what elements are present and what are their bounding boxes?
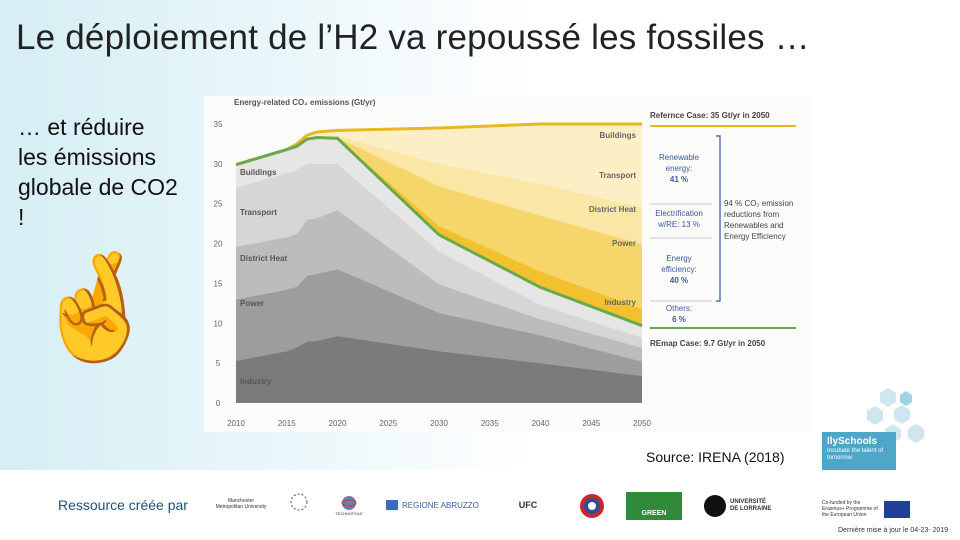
partner-logo: UNIVERSITÉ DE LORRAINE bbox=[704, 492, 774, 520]
sector-label-left: Transport bbox=[240, 208, 277, 217]
sector-label-left: Buildings bbox=[240, 168, 277, 177]
ilyschools-logo: IlySchools Incubate the talent of tomorr… bbox=[822, 432, 896, 472]
y-tick-label: 10 bbox=[214, 319, 223, 328]
remap-case-label: REmap Case: 9.7 Gt/yr in 2050 bbox=[650, 339, 766, 348]
lorraine-mark bbox=[704, 495, 726, 517]
technopole-globe-icon bbox=[341, 495, 357, 510]
sector-label-left: District Heat bbox=[240, 254, 287, 263]
efficiency-annotation: efficiency: bbox=[661, 265, 696, 274]
y-tick-label: 0 bbox=[216, 399, 221, 408]
subtitle-line: les émissions bbox=[18, 144, 157, 170]
area-power bbox=[236, 269, 642, 376]
chart-title: Energy-related CO₂ emissions (Gt/yr) bbox=[234, 98, 376, 107]
band-others bbox=[236, 124, 642, 208]
x-tick-label: 2020 bbox=[329, 419, 347, 428]
slide-title: Le déploiement de l’H2 va repoussé les f… bbox=[16, 18, 810, 57]
others-annotation: Others: bbox=[666, 304, 692, 313]
source-label: Source: IRENA (2018) bbox=[646, 449, 785, 465]
x-tick-label: 2015 bbox=[278, 419, 296, 428]
x-tick-label: 2040 bbox=[532, 419, 550, 428]
partner-logo: GREEN bbox=[626, 492, 682, 520]
brand-tagline: Incubate the talent of tomorrow bbox=[827, 448, 884, 461]
sector-label-right: Power bbox=[612, 239, 636, 248]
others-annotation: 6 % bbox=[672, 315, 686, 324]
partner-logo: Manchester Metropolitan University bbox=[214, 494, 268, 514]
slide-subtitle: … et réduire les émissions globale de CO… bbox=[18, 112, 198, 232]
y-tick-label: 20 bbox=[214, 240, 223, 249]
partner-logo-label: TECHNOPOLE bbox=[335, 510, 363, 516]
footer: Ressource créée par Manchester Metropoli… bbox=[0, 470, 960, 540]
partner-logo-label: Manchester Metropolitan University bbox=[215, 498, 267, 510]
x-tick-label: 2025 bbox=[379, 419, 397, 428]
sector-label-right: Buildings bbox=[600, 131, 637, 140]
crossed-fingers-icon: 🤞 bbox=[30, 249, 161, 366]
partner-logo: REGIONE ABRUZZO bbox=[386, 498, 486, 512]
partner-logo bbox=[282, 490, 316, 518]
sector-label-right: District Heat bbox=[589, 205, 636, 214]
sector-label-right: Industry bbox=[604, 298, 636, 307]
sector-label-left: Industry bbox=[240, 377, 272, 386]
renewables-annotation: energy: bbox=[666, 164, 693, 173]
x-tick-label: 2050 bbox=[633, 419, 651, 428]
band-renewables bbox=[236, 135, 642, 245]
eu-cofunded-badge: Co-funded by the Erasmus+ Programme of t… bbox=[822, 498, 914, 520]
partner-logo: UFC bbox=[514, 490, 542, 520]
regione-abruzzo-mark bbox=[386, 500, 398, 510]
total-reduction-annotation: Renewables and bbox=[724, 221, 784, 230]
y-tick-label: 15 bbox=[214, 279, 223, 288]
y-tick-label: 35 bbox=[214, 120, 223, 129]
partner-logo-label: GREEN bbox=[641, 509, 667, 517]
area-transport bbox=[236, 163, 642, 348]
electrification-annotation: Electrification bbox=[655, 209, 703, 218]
emissions-chart: Energy-related CO₂ emissions (Gt/yr) 0 5 10… bbox=[204, 96, 812, 432]
band-efficiency bbox=[236, 137, 642, 326]
partner-logo-label: REGIONE ABRUZZO bbox=[402, 500, 479, 510]
partner-logo-label: UNIVERSITÉ DE LORRAINE bbox=[730, 499, 772, 512]
x-tick-label: 2010 bbox=[227, 419, 245, 428]
brand-name: IlySchools bbox=[827, 436, 878, 447]
band-electrification bbox=[236, 137, 642, 309]
credit-label: Ressource créée par bbox=[58, 497, 188, 513]
renewables-annotation: Renewable bbox=[659, 153, 700, 162]
partner-logo-label: UFC bbox=[518, 499, 538, 510]
subtitle-line: ! bbox=[18, 204, 25, 230]
area-district-heat bbox=[236, 210, 642, 362]
total-reduction-annotation: 94 % CO₂ emission bbox=[724, 199, 793, 208]
x-tick-label: 2035 bbox=[481, 419, 499, 428]
sector-label-right: Transport bbox=[599, 171, 636, 180]
chart-svg: Energy-related CO₂ emissions (Gt/yr) 0 5 10… bbox=[214, 98, 796, 428]
fellow-logo-icon bbox=[290, 493, 308, 511]
total-reduction-annotation: reductions from bbox=[724, 210, 779, 219]
subtitle-line: globale de CO2 bbox=[18, 174, 178, 200]
x-tick-label: 2045 bbox=[582, 419, 600, 428]
total-reduction-annotation: Energy Efficiency bbox=[724, 232, 786, 241]
eu-flag-icon bbox=[884, 501, 910, 518]
remap-line bbox=[235, 136, 643, 328]
last-updated: Dernière mise à jour le 04-23- 2019 bbox=[838, 527, 949, 534]
subtitle-line: … et réduire bbox=[18, 114, 145, 140]
electrification-annotation: w/RE: 13 % bbox=[657, 220, 700, 229]
sector-label-left: Power bbox=[240, 299, 264, 308]
area-industry bbox=[236, 336, 642, 403]
utbm-logo-icon bbox=[580, 494, 604, 518]
total-bracket bbox=[716, 135, 721, 302]
x-tick-label: 2030 bbox=[430, 419, 448, 428]
y-tick-label: 5 bbox=[216, 359, 221, 368]
partner-logo bbox=[578, 492, 606, 520]
eu-text: Co-funded by the Erasmus+ Programme of t… bbox=[822, 500, 878, 518]
efficiency-annotation: Energy bbox=[666, 254, 691, 263]
partner-logo: TECHNOPOLE bbox=[330, 490, 368, 520]
reference-case-label: Refernce Case: 35 Gt/yr in 2050 bbox=[650, 111, 770, 120]
renewables-annotation: 41 % bbox=[670, 175, 688, 184]
efficiency-annotation: 40 % bbox=[670, 276, 688, 285]
y-tick-label: 30 bbox=[214, 160, 223, 169]
y-tick-label: 25 bbox=[214, 200, 223, 209]
